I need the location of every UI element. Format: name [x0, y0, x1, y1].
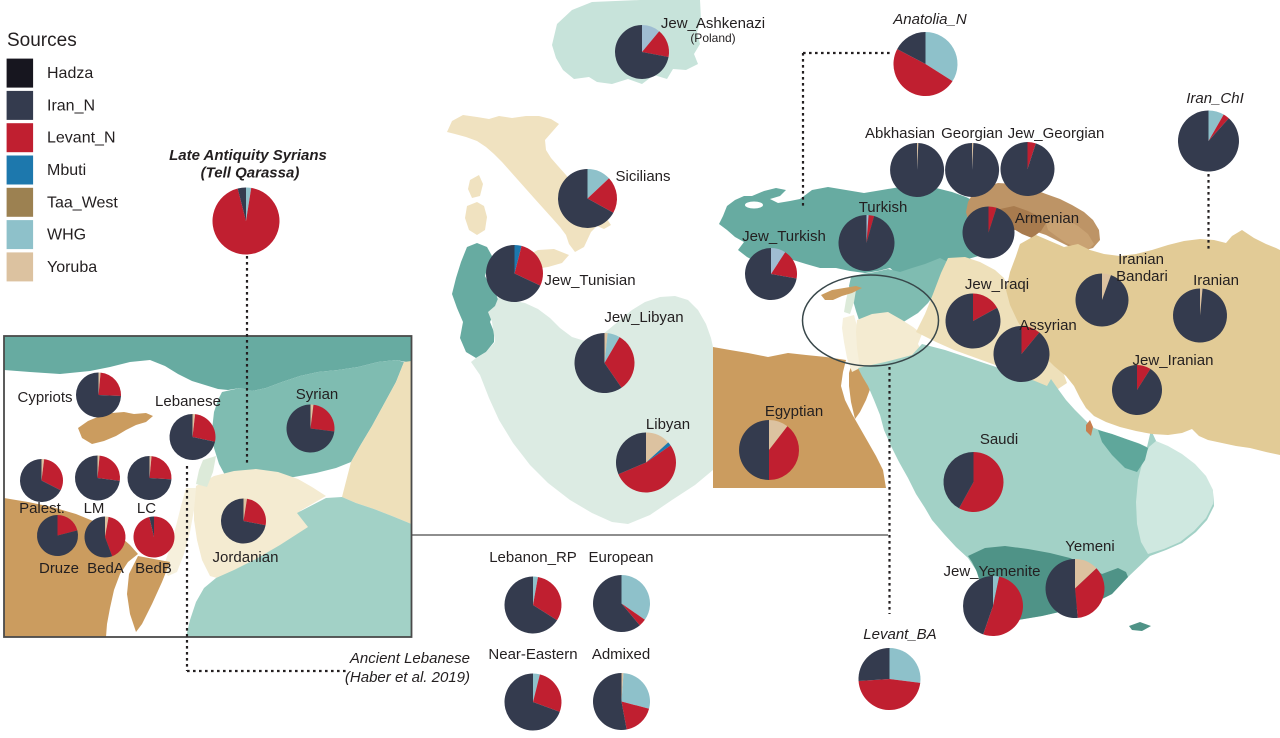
svg-text:Iran_ChI: Iran_ChI: [1186, 90, 1244, 107]
svg-text:Iranian: Iranian: [1193, 272, 1239, 289]
svg-text:Mbuti: Mbuti: [47, 162, 86, 179]
svg-text:Admixed: Admixed: [592, 646, 650, 663]
svg-text:Anatolia_N: Anatolia_N: [892, 11, 967, 28]
svg-text:European: European: [588, 549, 653, 566]
svg-text:Bandari: Bandari: [1116, 268, 1168, 285]
svg-text:Cypriots: Cypriots: [17, 389, 72, 406]
svg-text:(Haber et al. 2019): (Haber et al. 2019): [345, 669, 470, 686]
svg-text:Jew_Libyan: Jew_Libyan: [604, 309, 683, 326]
svg-text:(Tell Qarassa): (Tell Qarassa): [201, 165, 300, 182]
svg-text:Jew_Georgian: Jew_Georgian: [1008, 125, 1105, 142]
svg-text:Hadza: Hadza: [47, 65, 93, 82]
svg-text:Iranian: Iranian: [1118, 251, 1164, 268]
svg-text:Saudi: Saudi: [980, 431, 1018, 448]
svg-text:Ancient Lebanese: Ancient Lebanese: [349, 650, 470, 667]
svg-text:Syrian: Syrian: [296, 386, 339, 403]
svg-text:Palest.: Palest.: [19, 500, 65, 517]
svg-text:Levant_BA: Levant_BA: [863, 626, 936, 643]
svg-text:Turkish: Turkish: [859, 199, 908, 216]
svg-text:Armenian: Armenian: [1015, 210, 1079, 227]
svg-text:Late Antiquity Syrians: Late Antiquity Syrians: [169, 147, 327, 164]
svg-text:Levant_N: Levant_N: [47, 130, 116, 147]
svg-text:(Poland): (Poland): [690, 31, 735, 45]
svg-text:Jew_Iranian: Jew_Iranian: [1133, 352, 1214, 369]
svg-text:Yemeni: Yemeni: [1065, 538, 1114, 555]
svg-text:Yoruba: Yoruba: [47, 259, 97, 276]
svg-text:Iran_N: Iran_N: [47, 97, 95, 114]
svg-text:Georgian: Georgian: [941, 125, 1003, 142]
svg-text:Jew_Ashkenazi: Jew_Ashkenazi: [661, 15, 765, 32]
svg-text:Abkhasian: Abkhasian: [865, 125, 935, 142]
svg-text:Jew_Turkish: Jew_Turkish: [742, 228, 826, 245]
svg-text:Druze: Druze: [39, 560, 79, 577]
svg-text:Assyrian: Assyrian: [1019, 317, 1077, 334]
svg-text:Egyptian: Egyptian: [765, 403, 823, 420]
svg-text:WHG: WHG: [47, 227, 86, 244]
svg-text:LC: LC: [137, 500, 156, 517]
svg-text:Lebanon_RP: Lebanon_RP: [489, 549, 577, 566]
svg-text:Jew_Iraqi: Jew_Iraqi: [965, 276, 1029, 293]
svg-text:Sources: Sources: [7, 30, 77, 51]
svg-text:Libyan: Libyan: [646, 416, 690, 433]
svg-text:Jordanian: Jordanian: [213, 549, 279, 566]
svg-text:Jew_Tunisian: Jew_Tunisian: [544, 272, 635, 289]
svg-text:Sicilians: Sicilians: [615, 168, 670, 185]
svg-text:BedA: BedA: [87, 560, 124, 577]
svg-text:Near-Eastern: Near-Eastern: [488, 646, 577, 663]
svg-text:LM: LM: [84, 500, 105, 517]
svg-text:Lebanese: Lebanese: [155, 393, 221, 410]
svg-text:BedB: BedB: [135, 560, 172, 577]
svg-text:Jew_Yemenite: Jew_Yemenite: [943, 563, 1040, 580]
svg-text:Taa_West: Taa_West: [47, 194, 118, 211]
